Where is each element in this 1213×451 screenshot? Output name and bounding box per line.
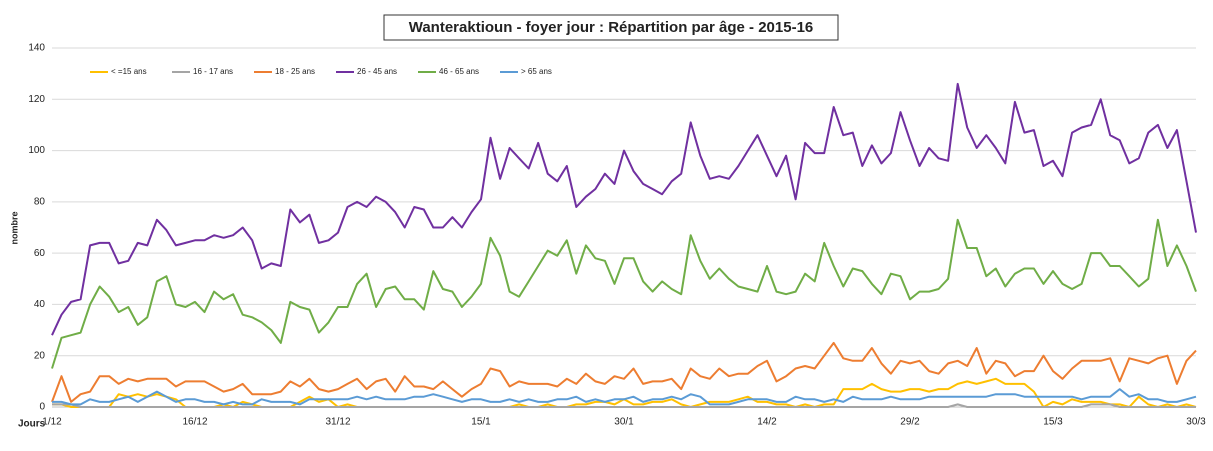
legend-label: > 65 ans <box>521 67 552 76</box>
legend-label: 16 - 17 ans <box>193 67 233 76</box>
y-tick-label: 40 <box>34 299 46 310</box>
y-tick-label: 60 <box>34 248 46 259</box>
y-tick-label: 140 <box>28 43 45 54</box>
series-line <box>52 403 1196 408</box>
legend-label: 46 - 65 ans <box>439 67 479 76</box>
series-line <box>51 218 1197 369</box>
x-tick-label: 30/3 <box>1186 417 1206 428</box>
y-tick-label: 0 <box>39 402 45 413</box>
y-tick-label: 100 <box>28 145 45 156</box>
x-tick-label: 29/2 <box>900 417 920 428</box>
x-tick-label: 15/3 <box>1043 417 1063 428</box>
x-tick-label: 16/12 <box>182 417 207 428</box>
x-tick-label: 14/2 <box>757 417 777 428</box>
y-tick-label: 120 <box>28 94 45 105</box>
legend-label: 18 - 25 ans <box>275 67 315 76</box>
x-tick-label: 15/1 <box>471 417 491 428</box>
series-line <box>51 82 1197 336</box>
x-tick-label: 30/1 <box>614 417 634 428</box>
x-tick-label: 1/12 <box>42 417 62 428</box>
x-axis-label: Jours <box>18 419 46 430</box>
legend-label: 26 - 45 ans <box>357 67 397 76</box>
series-line <box>52 388 1197 406</box>
title-box <box>383 14 839 41</box>
chart-title: Wanteraktioun - foyer jour : Répartition… <box>409 19 814 36</box>
x-tick-label: 31/12 <box>325 417 350 428</box>
series-line <box>52 377 1197 408</box>
legend-label: < =15 ans <box>111 67 147 76</box>
y-axis-label: nombre <box>9 211 19 244</box>
y-tick-label: 20 <box>34 350 46 361</box>
y-tick-label: 80 <box>34 196 46 207</box>
series-line <box>51 341 1197 403</box>
